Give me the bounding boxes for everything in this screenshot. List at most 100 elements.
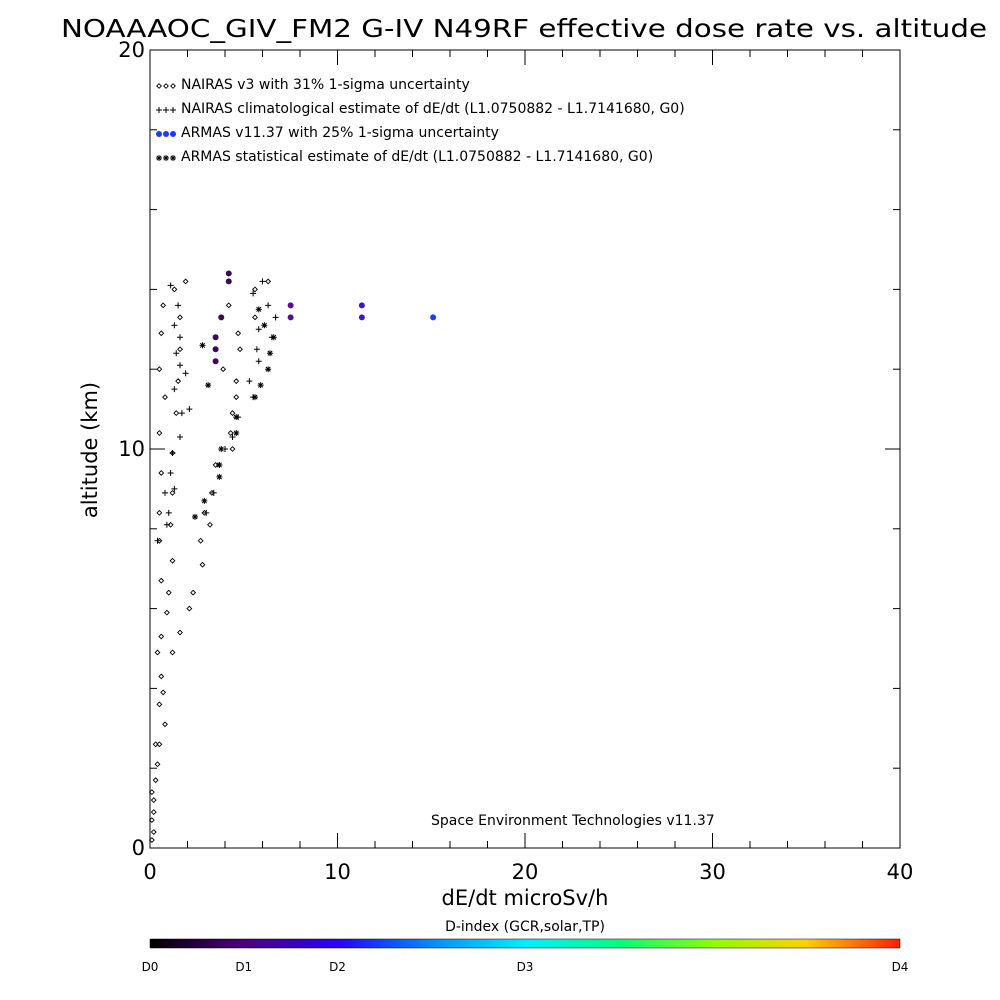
plus-point xyxy=(255,326,262,333)
diamond-point xyxy=(235,330,242,337)
legend-marker-diamond xyxy=(156,83,162,89)
colorbar-tick-label: D2 xyxy=(329,960,346,974)
diamond-point xyxy=(148,789,155,796)
legend-marker-plus xyxy=(156,107,162,113)
asterisk-point xyxy=(205,382,212,389)
diamond-point xyxy=(212,462,219,468)
axis-ticks xyxy=(149,49,901,849)
diamond-point xyxy=(229,446,236,452)
y-axis-label: altitude (km) xyxy=(78,382,102,518)
colorbar-tick-label: D3 xyxy=(517,960,534,974)
diamond-point xyxy=(150,809,157,816)
plus-point xyxy=(177,434,183,441)
dot-point xyxy=(218,314,225,321)
diamond-point xyxy=(207,521,213,528)
plus-point xyxy=(255,358,262,365)
legend-marker-dot xyxy=(156,131,162,137)
diamond-point xyxy=(156,701,163,708)
diamond-point xyxy=(171,286,178,293)
diamond-point xyxy=(220,366,227,373)
asterisk-point xyxy=(201,497,208,504)
plus-point xyxy=(162,489,168,496)
colorbar-tick-label: D0 xyxy=(142,960,159,974)
dot-point xyxy=(225,270,232,277)
asterisk-point xyxy=(199,342,206,349)
dot-point xyxy=(287,302,294,309)
diamond-point xyxy=(186,605,193,612)
plus-point xyxy=(229,434,236,441)
diamond-point xyxy=(199,561,206,568)
plus-point xyxy=(169,449,176,456)
asterisk-point xyxy=(265,366,272,373)
legend-marker-asterisk xyxy=(156,155,162,161)
x-tick-label: 30 xyxy=(699,860,726,884)
plus-point xyxy=(177,334,183,341)
diamond-point xyxy=(177,629,183,636)
diamond-point xyxy=(160,302,167,309)
x-tick-label: 0 xyxy=(143,860,156,884)
diamond-point xyxy=(252,314,258,321)
legend-marker-plus xyxy=(170,107,176,113)
asterisk-point xyxy=(255,306,262,313)
legend-label: ARMAS v11.37 with 25% 1-sigma uncertaint… xyxy=(181,125,499,141)
diamond-point xyxy=(148,837,155,843)
x-tick-label: 40 xyxy=(887,860,914,884)
plus-point xyxy=(175,302,182,309)
diamond-point xyxy=(182,278,189,285)
diamond-point xyxy=(167,521,174,528)
axis-tick-labels: 0 10 20 30 40 0 10 20 xyxy=(118,38,913,884)
plus-point xyxy=(171,386,178,393)
diamond-point xyxy=(156,509,163,516)
diamond-point xyxy=(156,430,163,436)
dot-point xyxy=(212,346,219,353)
diamond-point xyxy=(150,797,157,804)
plus-point xyxy=(177,362,183,369)
plus-point xyxy=(210,489,217,496)
diamond-point xyxy=(190,589,197,596)
data-points xyxy=(148,270,437,843)
legend-marker-diamond xyxy=(170,83,176,89)
asterisk-point xyxy=(252,394,258,401)
diamond-point xyxy=(169,649,176,656)
x-axis-label: dE/dt microSv/h xyxy=(442,886,609,910)
diamond-point xyxy=(160,689,167,696)
diamond-point xyxy=(177,346,183,353)
diamond-point xyxy=(154,649,161,656)
plus-point xyxy=(167,469,174,476)
diamond-point xyxy=(233,394,240,401)
diamond-point xyxy=(233,378,240,385)
plot-frame xyxy=(149,49,901,849)
asterisk-point xyxy=(267,350,273,357)
diamond-point xyxy=(175,378,182,385)
asterisk-point xyxy=(233,430,240,437)
x-tick-label: 10 xyxy=(324,860,351,884)
asterisk-point xyxy=(216,473,223,480)
plus-point xyxy=(154,537,161,544)
legend-marker-asterisk xyxy=(170,155,176,161)
diamond-point xyxy=(148,817,155,824)
colorbar-tick-label: D4 xyxy=(892,960,909,974)
diamond-point xyxy=(158,633,165,640)
diamond-point xyxy=(150,829,157,835)
diamond-point xyxy=(162,721,168,728)
plus-point xyxy=(246,378,253,385)
asterisk-point xyxy=(216,461,223,468)
plus-point xyxy=(165,509,172,516)
dot-point xyxy=(358,314,365,321)
diamond-point xyxy=(158,330,165,337)
diamond-point xyxy=(177,314,183,321)
legend-marker-diamond xyxy=(163,83,169,89)
diamond-point xyxy=(158,577,165,584)
colorbar-labels: D0 D1 D2 D3 D4 xyxy=(142,960,909,974)
diamond-point xyxy=(154,761,161,768)
diamond-point xyxy=(225,302,232,309)
legend-marker-asterisk xyxy=(163,155,169,161)
y-tick-label: 10 xyxy=(118,437,145,461)
diamond-point xyxy=(163,609,170,616)
dot-point xyxy=(212,334,219,341)
legend-marker-dot xyxy=(170,131,176,137)
diamond-point xyxy=(265,278,272,285)
asterisk-point xyxy=(261,322,268,329)
diamond-point xyxy=(237,346,243,353)
